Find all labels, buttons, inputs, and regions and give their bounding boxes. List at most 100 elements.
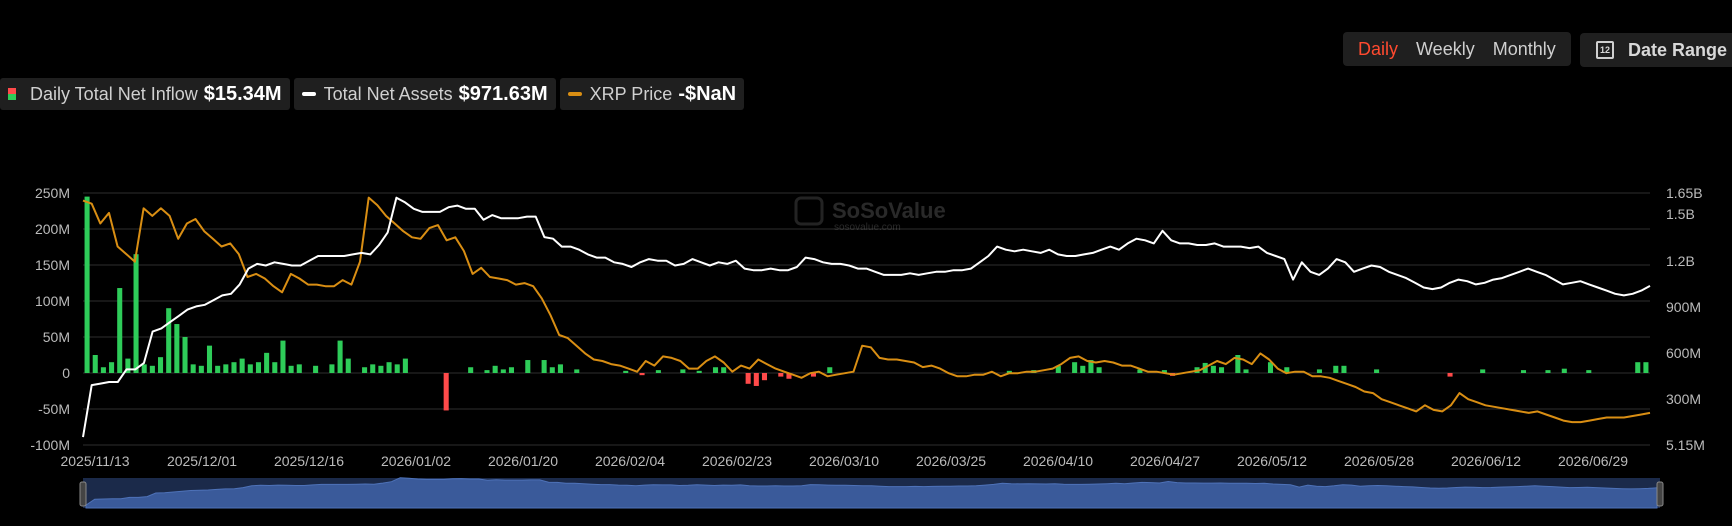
- inflow-bar: [1586, 370, 1592, 373]
- inflow-bar: [1072, 362, 1078, 373]
- left-tick-label: 50M: [43, 329, 70, 345]
- left-tick-label: -100M: [30, 437, 70, 453]
- inflow-bar: [255, 362, 262, 373]
- inflow-bar: [141, 364, 147, 373]
- right-tick-label: 300M: [1666, 391, 1701, 407]
- grid-lines: [83, 192, 1650, 446]
- inflow-bar: [100, 367, 106, 373]
- right-tick-label: 5.15M: [1666, 437, 1705, 453]
- inflow-bar: [329, 364, 335, 373]
- left-tick-label: 250M: [35, 185, 70, 201]
- inflow-bar: [1333, 365, 1339, 373]
- inflow-bar: [215, 365, 221, 373]
- inflow-bar: [1545, 370, 1551, 373]
- inflow-swatch: [8, 88, 16, 100]
- inflow-bar: [1243, 369, 1249, 373]
- inflow-bar: [1635, 362, 1641, 373]
- left-tick-label: 0: [62, 365, 70, 381]
- inflow-bar: [1202, 362, 1208, 373]
- inflow-bar: [1447, 373, 1453, 377]
- x-tick-label: 2026/06/29: [1558, 453, 1628, 469]
- inflow-bar: [1055, 365, 1061, 373]
- net-assets-line: [82, 196, 1651, 438]
- inflow-bar: [1480, 369, 1486, 373]
- inflow-bar: [1088, 360, 1094, 373]
- x-tick-label: 2026/03/10: [809, 453, 879, 469]
- inflow-bar: [1235, 355, 1241, 373]
- inflow-bar: [239, 358, 245, 373]
- inflow-bar: [288, 365, 294, 373]
- x-tick-label: 2026/04/27: [1130, 453, 1200, 469]
- inflow-bar: [639, 373, 645, 376]
- x-tick-label: 2026/01/20: [488, 453, 558, 469]
- inflow-bar: [484, 370, 490, 373]
- navigator-left-handle: [79, 481, 87, 507]
- x-tick-label: 2026/03/25: [916, 453, 986, 469]
- inflow-bar: [1137, 369, 1143, 373]
- inflow-bar: [280, 340, 286, 373]
- date-range-label: Date Range: [1628, 39, 1728, 60]
- inflow-bar: [313, 365, 319, 373]
- date-range-button[interactable]: 12 Date Range: [1580, 33, 1732, 67]
- inflow-bar: [778, 373, 784, 377]
- inflow-bar: [158, 357, 164, 373]
- period-weekly[interactable]: Weekly: [1416, 38, 1475, 59]
- right-tick-label: 1.2B: [1666, 253, 1695, 269]
- inflow-bar: [1080, 365, 1086, 373]
- legend-assets[interactable]: Total Net Assets $971.63M: [293, 78, 556, 110]
- inflow-bar: [1210, 365, 1216, 373]
- inflow-bar: [810, 373, 816, 377]
- inflow-bar: [1161, 370, 1167, 373]
- inflow-bar: [1006, 370, 1012, 373]
- inflow-bar: [827, 367, 833, 373]
- inflow-bar: [1096, 367, 1102, 373]
- inflow-bar: [745, 373, 751, 384]
- chart-legend: Daily Total Net Inflow $15.34M Total Net…: [0, 78, 745, 110]
- inflow-bar: [721, 367, 727, 373]
- left-tick-label: 200M: [35, 221, 70, 237]
- x-tick-label: 2026/05/28: [1344, 453, 1414, 469]
- inflow-bar: [786, 373, 792, 379]
- inflow-bar: [125, 358, 131, 373]
- inflow-bar: [109, 362, 115, 373]
- inflow-bar: [1316, 369, 1322, 373]
- navigator-right-handle: [1656, 481, 1664, 507]
- inflow-bar: [84, 196, 90, 373]
- inflow-bar: [574, 369, 580, 373]
- inflow-bar: [761, 373, 768, 381]
- inflow-bar: [549, 367, 555, 373]
- inflow-bar: [402, 358, 408, 373]
- x-tick-label: 2025/11/13: [60, 453, 129, 469]
- inflow-bar: [1218, 367, 1225, 373]
- x-tick-label: 2026/02/23: [702, 453, 772, 469]
- x-tick-label: 2025/12/01: [167, 453, 237, 469]
- inflow-bar: [1374, 369, 1380, 373]
- inflow-bar: [296, 364, 302, 373]
- x-tick-label: 2025/12/16: [274, 453, 344, 469]
- inflow-bar: [712, 367, 719, 373]
- inflow-bar: [1643, 362, 1649, 373]
- navigator-series: [85, 477, 1658, 509]
- inflow-bar: [92, 355, 98, 373]
- period-daily[interactable]: Daily: [1358, 38, 1399, 59]
- right-tick-label: 600M: [1666, 345, 1701, 361]
- period-toggle: Daily Weekly Monthly: [1343, 32, 1571, 66]
- period-monthly[interactable]: Monthly: [1492, 38, 1556, 59]
- legend-price[interactable]: XRP Price -$NaN: [559, 78, 745, 110]
- left-axis-ticks: 250M 200M 150M 100M 50M 0 -50M -100M: [30, 185, 70, 453]
- legend-inflow[interactable]: Daily Total Net Inflow $15.34M: [0, 78, 290, 110]
- inflow-bar: [149, 365, 155, 373]
- left-tick-label: -50M: [38, 401, 70, 417]
- legend-assets-label: Total Net Assets: [323, 83, 453, 104]
- right-axis-ticks: 1.65B 1.5B 1.2B 900M 600M 300M 5.15M: [1666, 185, 1705, 453]
- inflow-bar: [247, 364, 253, 373]
- inflow-bar: [198, 365, 204, 373]
- inflow-bar: [1561, 368, 1567, 373]
- inflow-bar: [378, 365, 384, 373]
- inflow-bars: [84, 196, 1649, 411]
- inflow-bar: [557, 364, 563, 373]
- inflow-bar: [223, 364, 229, 373]
- watermark: SoSoValue sosovalue.com: [794, 196, 946, 233]
- range-navigator: [79, 477, 1664, 509]
- inflow-bar: [117, 288, 123, 373]
